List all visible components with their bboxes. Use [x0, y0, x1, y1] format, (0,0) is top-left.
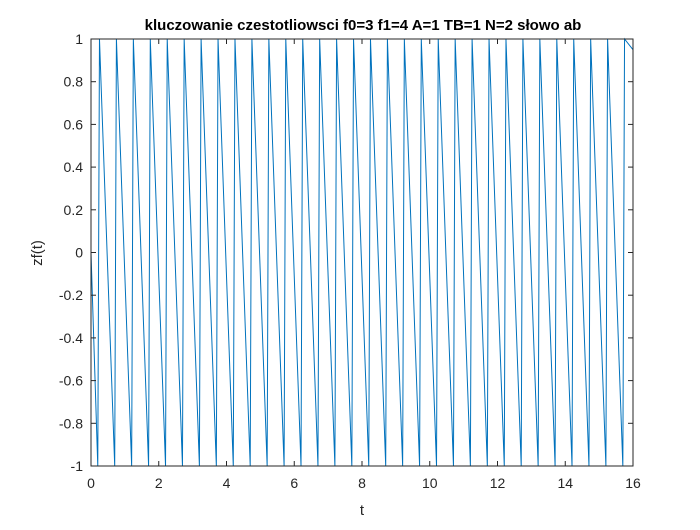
x-tick-label: 2 — [155, 475, 163, 491]
series-line-zf — [90, 37, 634, 467]
y-axis-ticks: -1 -0.8 -0.6 -0.4 -0.2 0 0.2 0.4 0.6 0.8 1 — [59, 31, 633, 474]
x-axis-ticks: 0 2 4 6 8 10 12 14 16 — [87, 39, 641, 491]
y-tick-label: 0.8 — [64, 74, 84, 90]
y-axis-label: zf(t) — [29, 240, 46, 266]
x-tick-label: 10 — [422, 475, 438, 491]
y-tick-label: -0.2 — [59, 287, 83, 303]
axes-background — [91, 39, 633, 466]
y-tick-label: 0 — [75, 245, 83, 261]
y-tick-label: 1 — [75, 31, 83, 47]
y-tick-label: -0.6 — [59, 373, 83, 389]
y-tick-label: 0.4 — [64, 159, 84, 175]
x-axis-label: t — [360, 502, 365, 519]
x-tick-label: 8 — [358, 475, 366, 491]
y-tick-label: -1 — [71, 458, 84, 474]
x-tick-label: 12 — [490, 475, 506, 491]
x-tick-label: 0 — [87, 475, 95, 491]
plot-area — [90, 37, 634, 467]
y-tick-label: -0.8 — [59, 415, 83, 431]
chart-title: kluczowanie czestotliowsci f0=3 f1=4 A=1… — [145, 17, 582, 34]
y-tick-label: 0.6 — [64, 116, 84, 132]
x-tick-label: 14 — [557, 475, 573, 491]
x-tick-label: 16 — [625, 475, 641, 491]
y-tick-label: 0.2 — [64, 202, 84, 218]
x-tick-label: 6 — [290, 475, 298, 491]
x-tick-label: 4 — [223, 475, 231, 491]
y-tick-label: -0.4 — [59, 330, 83, 346]
